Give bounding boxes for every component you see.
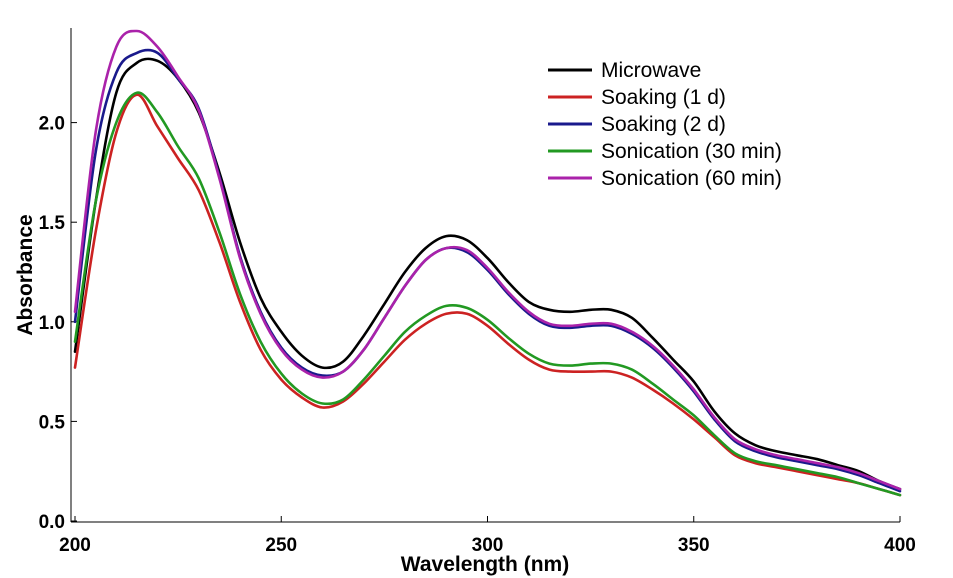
series-lines	[73, 29, 902, 497]
legend: Microwave Soaking (1 d) Soaking (2 d) Sonic…	[548, 59, 782, 190]
legend-label-soaking-2-d: Soaking (2 d)	[601, 113, 726, 136]
legend-label-sonication-30-min: Sonication (30 min)	[601, 140, 782, 163]
y-tick-label: 2.0	[39, 114, 65, 135]
y-tick-label: 0.5	[39, 412, 66, 433]
ticks: 200 250 300 350 400 0.0 0.5 1.0 1.5 2.0	[39, 114, 916, 556]
series-line-sonication-60-min	[73, 29, 902, 491]
y-tick-label: 1.0	[39, 313, 65, 334]
axes	[70, 28, 900, 523]
x-tick-label: 350	[678, 535, 710, 556]
series-line-sonication-30-min	[73, 91, 902, 497]
x-tick-label: 300	[472, 535, 504, 556]
x-tick-label: 250	[265, 535, 297, 556]
legend-label-soaking-1-d: Soaking (1 d)	[601, 86, 726, 109]
series-line-soaking-2-d	[73, 48, 902, 493]
legend-label-sonication-60-min: Sonication (60 min)	[601, 167, 782, 190]
series-line-microwave	[73, 57, 902, 491]
y-axis-title: Absorbance	[14, 214, 37, 335]
series-line-soaking-1-d	[73, 93, 902, 497]
x-axis-title: Wavelength (nm)	[401, 553, 569, 576]
y-tick-label: 0.0	[39, 512, 65, 533]
x-tick-label: 400	[884, 535, 916, 556]
y-tick-label: 1.5	[39, 213, 66, 234]
x-tick-label: 200	[59, 535, 91, 556]
legend-label-microwave: Microwave	[601, 59, 701, 82]
